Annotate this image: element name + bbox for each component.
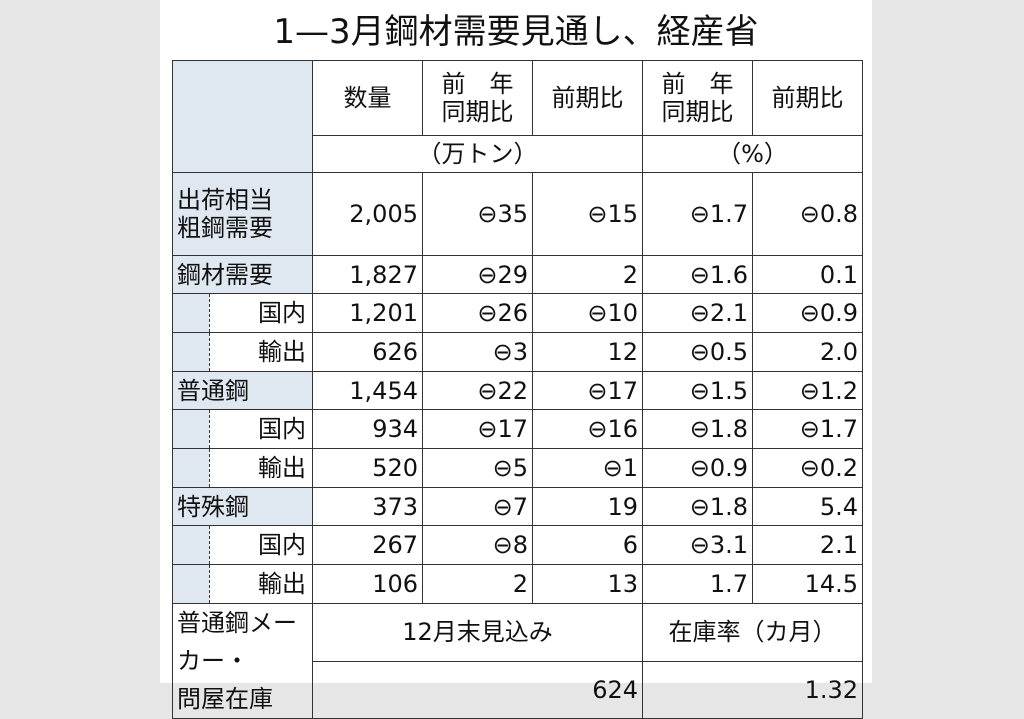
column-header: 数量: [312, 60, 423, 136]
sub-row-label: 輸出: [172, 564, 313, 604]
sub-label: 国内: [209, 410, 312, 448]
row-label: 普通鋼: [172, 371, 313, 410]
row: 数量前 年 同期比 前期比前 年 同期比 前期比: [172, 60, 863, 173]
row: 普通鋼 1,454 ⊖22 ⊖17 ⊖1.5 ⊖1.2: [172, 371, 863, 410]
value: ⊖29: [422, 255, 533, 294]
row: （万トン） （%）: [173, 135, 863, 173]
value: ⊖1: [532, 448, 643, 488]
value: ⊖8: [422, 525, 533, 565]
value: 1,201: [312, 293, 423, 333]
value: 520: [312, 448, 423, 488]
row: 特殊鋼 373 ⊖7 19 ⊖1.8 5.4: [172, 487, 863, 526]
column-header: 前 年 同期比: [422, 60, 533, 136]
paper: 1—3月鋼材需要見通し、経産省 数量前 年 同期比 前期比前 年 同期比 前期比 （万…: [160, 0, 872, 719]
value: ⊖17: [532, 371, 643, 410]
page: 1—3月鋼材需要見通し、経産省 数量前 年 同期比 前期比前 年 同期比 前期比 （万…: [160, 0, 872, 719]
column-header: 前期比: [752, 60, 863, 136]
value: 626: [312, 332, 423, 372]
table-body: 数量前 年 同期比 前期比前 年 同期比 前期比 （万トン） （%） 出荷相当 粗鋼需要 2…: [172, 60, 863, 719]
sub-label: 国内: [209, 294, 312, 332]
sub-row-label: 国内: [172, 409, 313, 449]
sub-row-label: 国内: [172, 525, 313, 565]
corner: [172, 60, 313, 173]
row-label: 特殊鋼: [172, 487, 313, 526]
value: ⊖1.5: [642, 371, 753, 410]
sub-label: 輸出: [209, 449, 312, 487]
sub-row-label: 輸出: [172, 332, 313, 372]
value: 2,005: [312, 172, 423, 256]
value: ⊖22: [422, 371, 533, 410]
row-label: 出荷相当 粗鋼需要: [172, 172, 313, 256]
value: 106: [312, 564, 423, 604]
value: ⊖10: [532, 293, 643, 333]
value: ⊖0.5: [642, 332, 753, 372]
value: ⊖0.9: [642, 448, 753, 488]
value: 373: [312, 487, 423, 526]
sub-row-label: 国内: [172, 293, 313, 333]
title: 1—3月鋼材需要見通し、経産省: [273, 12, 759, 52]
value: ⊖5: [422, 448, 533, 488]
value: ⊖16: [532, 409, 643, 449]
column-header: 前期比: [532, 60, 643, 136]
value: 13: [532, 564, 643, 604]
value: 2.1: [752, 525, 863, 565]
value: ⊖15: [532, 172, 643, 256]
sub-label: 国内: [209, 526, 312, 564]
ratio: 1.32: [642, 660, 863, 719]
value: ⊖1.8: [642, 409, 753, 449]
value: ⊖35: [422, 172, 533, 256]
unit: （%）: [642, 135, 863, 173]
value: ⊖3.1: [642, 525, 753, 565]
row-label: 鋼材需要: [172, 255, 313, 294]
value: ⊖1.8: [642, 487, 753, 526]
value: 5.4: [752, 487, 863, 526]
row: 輸出 626 ⊖3 12 ⊖0.5 2.0: [172, 332, 863, 372]
value: 2: [422, 564, 533, 604]
value: ⊖26: [422, 293, 533, 333]
value: 1.7: [642, 564, 753, 604]
row: 国内 267 ⊖8 6 ⊖3.1 2.1: [172, 525, 863, 565]
sub-label: 輸出: [209, 565, 312, 603]
value: 12: [532, 332, 643, 372]
value: 934: [312, 409, 423, 449]
value: 14.5: [752, 564, 863, 604]
value: ⊖7: [422, 487, 533, 526]
value: ⊖2.1: [642, 293, 753, 333]
row: 輸出 106 2 13 1.7 14.5: [172, 564, 863, 604]
value: ⊖0.8: [752, 172, 863, 256]
value: ⊖1.7: [752, 409, 863, 449]
row: 輸出 520 ⊖5 ⊖1 ⊖0.9 ⊖0.2: [172, 448, 863, 488]
row: 普通鋼メーカー・ 問屋在庫 12月末見込み 在庫率（カ月）: [172, 603, 863, 719]
value: ⊖1.6: [642, 255, 753, 294]
value: 6: [532, 525, 643, 565]
value: 267: [312, 525, 423, 565]
value: 0.1: [752, 255, 863, 294]
value: 19: [532, 487, 643, 526]
unit: （万トン）: [312, 135, 643, 173]
amount: 624: [312, 660, 643, 719]
value: ⊖17: [422, 409, 533, 449]
inventory-label: 普通鋼メーカー・ 問屋在庫: [172, 603, 313, 719]
column-header: 前 年 同期比: [642, 60, 753, 136]
period: 12月末見込み: [312, 603, 643, 662]
sub-label: 輸出: [209, 333, 312, 371]
table: 数量前 年 同期比 前期比前 年 同期比 前期比 （万トン） （%） 出荷相当 粗鋼需要 2…: [172, 60, 863, 719]
value: ⊖0.9: [752, 293, 863, 333]
value: 1,454: [312, 371, 423, 410]
value: ⊖1.7: [642, 172, 753, 256]
value: 1,827: [312, 255, 423, 294]
row: 国内 934 ⊖17 ⊖16 ⊖1.8 ⊖1.7: [172, 409, 863, 449]
row: 国内 1,201 ⊖26 ⊖10 ⊖2.1 ⊖0.9: [172, 293, 863, 333]
row: 鋼材需要 1,827 ⊖29 2 ⊖1.6 0.1: [172, 255, 863, 294]
value: 2: [532, 255, 643, 294]
ratio-label: 在庫率（カ月）: [642, 603, 863, 662]
value: ⊖0.2: [752, 448, 863, 488]
value: ⊖3: [422, 332, 533, 372]
value: ⊖1.2: [752, 371, 863, 410]
sub-row-label: 輸出: [172, 448, 313, 488]
value: 2.0: [752, 332, 863, 372]
row: 出荷相当 粗鋼需要 2,005 ⊖35 ⊖15 ⊖1.7 ⊖0.8: [172, 172, 863, 256]
